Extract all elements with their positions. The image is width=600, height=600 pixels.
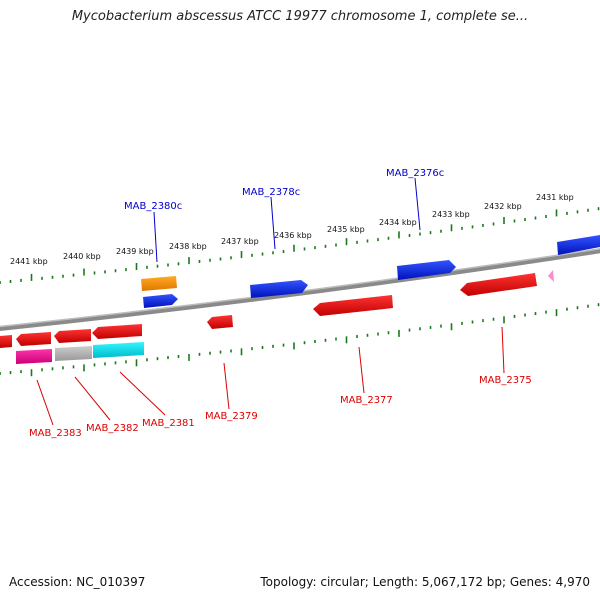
gene-right-edge[interactable] xyxy=(557,235,600,255)
kbp-label: 2434 kbp xyxy=(379,218,417,227)
gene-label-mab-2376c[interactable]: MAB_2376c xyxy=(386,168,444,179)
kbp-label: 2438 kbp xyxy=(169,242,207,251)
forward-genes xyxy=(141,235,600,308)
gene-mab-2380c-orange[interactable] xyxy=(141,276,177,291)
gene-mab-2381-cyan[interactable] xyxy=(93,342,144,358)
kbp-labels: 2441 kbp 2440 kbp 2439 kbp 2438 kbp 2437… xyxy=(10,193,574,266)
leader-mab-2382 xyxy=(74,376,111,421)
gene-labels: MAB_2380c MAB_2378c MAB_2376c MAB_2383 M… xyxy=(29,168,532,439)
leader-mab-2383 xyxy=(36,379,54,426)
gene-mab-2382-grey[interactable] xyxy=(55,346,92,361)
gene-mab-2382[interactable] xyxy=(54,329,91,343)
gene-small-pink[interactable] xyxy=(548,270,554,282)
gene-mab-2381[interactable] xyxy=(92,324,142,339)
kbp-label: 2435 kbp xyxy=(327,225,365,234)
chromosome-backbone xyxy=(0,248,600,331)
gene-mab-2380c[interactable] xyxy=(143,294,178,308)
leader-mab-2378c xyxy=(270,196,276,250)
leader-mab-2380c xyxy=(153,211,158,263)
kbp-label: 2439 kbp xyxy=(116,247,154,256)
leader-mab-2376c xyxy=(414,177,421,231)
gene-label-mab-2375[interactable]: MAB_2375 xyxy=(479,375,532,386)
gene-label-mab-2379[interactable]: MAB_2379 xyxy=(205,411,258,422)
gene-mab-2376c[interactable] xyxy=(397,260,456,280)
gene-left-edge[interactable] xyxy=(0,335,12,348)
topology-text: Topology: circular; Length: 5,067,172 bp… xyxy=(260,575,590,589)
gene-label-mab-2382[interactable]: MAB_2382 xyxy=(86,423,139,434)
gene-mab-2378c[interactable] xyxy=(250,280,308,298)
gene-mab-2377[interactable] xyxy=(313,295,393,316)
kbp-label: 2441 kbp xyxy=(10,257,48,266)
gene-label-mab-2377[interactable]: MAB_2377 xyxy=(340,395,393,406)
kbp-label: 2431 kbp xyxy=(536,193,574,202)
gene-mab-2383[interactable] xyxy=(16,332,51,346)
tick-track-upper xyxy=(0,207,600,284)
kbp-label: 2436 kbp xyxy=(274,231,312,240)
gene-mab-2379[interactable] xyxy=(207,315,233,329)
kbp-label: 2433 kbp xyxy=(432,210,470,219)
tick-track-lower xyxy=(0,303,600,377)
gene-mab-2375[interactable] xyxy=(460,273,537,296)
leader-mab-2377 xyxy=(358,346,365,394)
leader-mab-2381 xyxy=(119,371,166,416)
reverse-genes xyxy=(0,270,554,364)
accession-text: Accession: NC_010397 xyxy=(9,575,146,589)
leader-mab-2379 xyxy=(223,362,230,410)
label-leaders xyxy=(36,177,505,426)
leader-mab-2375 xyxy=(501,326,505,374)
gene-label-mab-2378c[interactable]: MAB_2378c xyxy=(242,187,300,198)
kbp-label: 2440 kbp xyxy=(63,252,101,261)
gene-label-mab-2383[interactable]: MAB_2383 xyxy=(29,428,82,439)
kbp-label: 2437 kbp xyxy=(221,237,259,246)
gene-mab-2383-magenta[interactable] xyxy=(16,349,52,364)
kbp-label: 2432 kbp xyxy=(484,202,522,211)
gene-label-mab-2380c[interactable]: MAB_2380c xyxy=(124,201,182,212)
gene-label-mab-2381[interactable]: MAB_2381 xyxy=(142,418,195,429)
map-title: Mycobacterium abscessus ATCC 19977 chrom… xyxy=(71,9,529,24)
